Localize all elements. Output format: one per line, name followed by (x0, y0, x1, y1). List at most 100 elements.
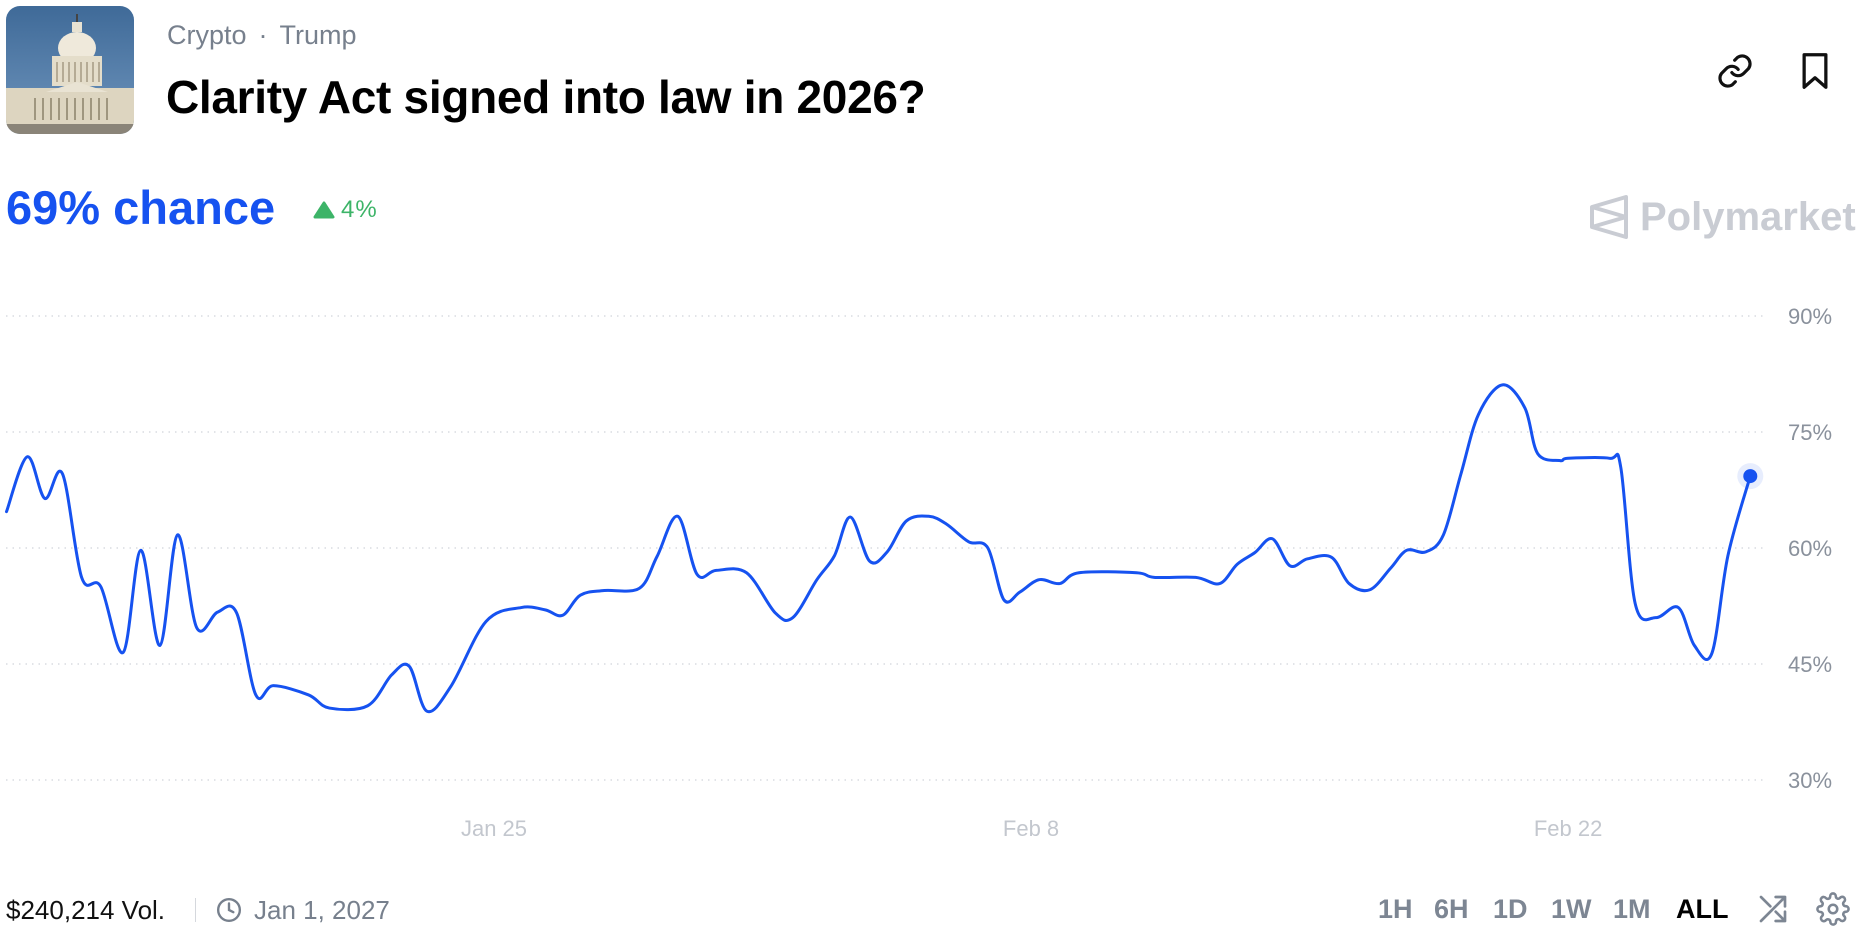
category-link[interactable]: Trump (279, 20, 357, 50)
data-point (214, 609, 220, 615)
range-1h[interactable]: 1H (1378, 894, 1413, 924)
data-point (326, 705, 332, 711)
data-point (483, 618, 489, 624)
data-point (270, 683, 276, 689)
change-value: 4% (341, 196, 378, 223)
data-point (1618, 465, 1624, 471)
price-line (5, 383, 1752, 714)
data-point (157, 642, 163, 648)
data-point (926, 513, 932, 519)
clock-icon (216, 897, 242, 923)
data-point (1607, 455, 1613, 461)
data-point (1076, 570, 1082, 576)
data-point (448, 683, 454, 689)
y-tick-label: 60% (1788, 536, 1832, 561)
data-point (1269, 536, 1275, 542)
category-link[interactable]: Crypto (167, 20, 247, 50)
volume: $240,214 Vol. (6, 895, 166, 925)
data-point (694, 571, 700, 577)
data-point (542, 607, 548, 613)
bookmark-icon[interactable] (1798, 52, 1832, 90)
data-point (577, 592, 583, 598)
data-point (1367, 587, 1373, 593)
data-point (1423, 549, 1429, 555)
data-point (636, 585, 642, 591)
range-all[interactable]: ALL (1676, 894, 1729, 924)
range-1d[interactable]: 1D (1493, 894, 1528, 924)
data-point (1725, 553, 1731, 559)
data-point (985, 545, 991, 551)
range-6h[interactable]: 6H (1434, 894, 1469, 924)
y-tick-label: 90% (1788, 304, 1832, 329)
data-point (560, 612, 566, 618)
data-point (98, 584, 104, 590)
data-point (1134, 570, 1140, 576)
data-point (175, 532, 181, 538)
data-point (234, 610, 240, 616)
data-point (1287, 563, 1293, 569)
data-point (814, 577, 820, 583)
separator: · (258, 20, 268, 50)
data-point (1458, 471, 1464, 477)
data-point (1440, 532, 1446, 538)
data-point (713, 567, 719, 573)
data-point (675, 513, 681, 519)
data-point (744, 570, 750, 576)
data-point (772, 610, 778, 616)
price-chart[interactable]: 90% 75% 60% 45% 30% Jan 25 Feb 8 Feb 22 (0, 280, 1856, 840)
data-point (194, 625, 200, 631)
data-point (654, 554, 660, 560)
current-point (1743, 469, 1758, 484)
data-point (1151, 574, 1157, 580)
data-point (601, 588, 607, 594)
data-point (1500, 382, 1506, 388)
data-point (1036, 577, 1042, 583)
data-point (518, 605, 524, 611)
data-point (79, 574, 85, 580)
data-point (1001, 597, 1007, 603)
data-point (847, 514, 853, 520)
y-tick-label: 75% (1788, 420, 1832, 445)
market-thumbnail (6, 6, 134, 134)
data-point (1388, 565, 1394, 571)
data-point (24, 454, 30, 460)
data-point (1057, 581, 1063, 587)
breadcrumb: Crypto · Trump (167, 20, 357, 51)
data-point (1476, 411, 1482, 417)
data-point (1346, 581, 1352, 587)
x-tick-label: Jan 25 (461, 816, 527, 840)
data-point (1193, 574, 1199, 580)
shuffle-icon[interactable] (1757, 893, 1789, 925)
link-icon[interactable] (1716, 52, 1754, 90)
capitol-image (6, 6, 134, 134)
data-point (884, 549, 890, 555)
data-point (1675, 605, 1681, 611)
polymarket-logo: Polymarket (1588, 193, 1856, 241)
data-point (943, 521, 949, 527)
data-point (1522, 405, 1528, 411)
data-point (1404, 547, 1410, 553)
data-point (1217, 581, 1223, 587)
data-point (1252, 550, 1258, 556)
data-point (1234, 561, 1240, 567)
range-1m[interactable]: 1M (1613, 894, 1651, 924)
data-point (42, 496, 48, 502)
data-point (4, 509, 10, 515)
data-point (1653, 615, 1659, 621)
polymarket-logo-icon (1590, 195, 1628, 239)
data-point (120, 649, 126, 655)
data-point (424, 708, 430, 714)
divider (195, 898, 196, 922)
triangle-up-icon (313, 201, 335, 219)
data-point (1305, 556, 1311, 562)
chance-value: 69% chance (6, 181, 276, 234)
settings-gear-icon[interactable] (1816, 892, 1850, 926)
end-date: Jan 1, 2027 (254, 895, 390, 925)
x-tick-label: Feb 8 (1003, 816, 1059, 840)
range-1w[interactable]: 1W (1551, 894, 1592, 924)
data-point (406, 663, 412, 669)
data-point (1691, 642, 1697, 648)
data-point (1632, 601, 1638, 607)
data-point (1557, 458, 1563, 464)
change-badge: 4% (313, 196, 378, 224)
